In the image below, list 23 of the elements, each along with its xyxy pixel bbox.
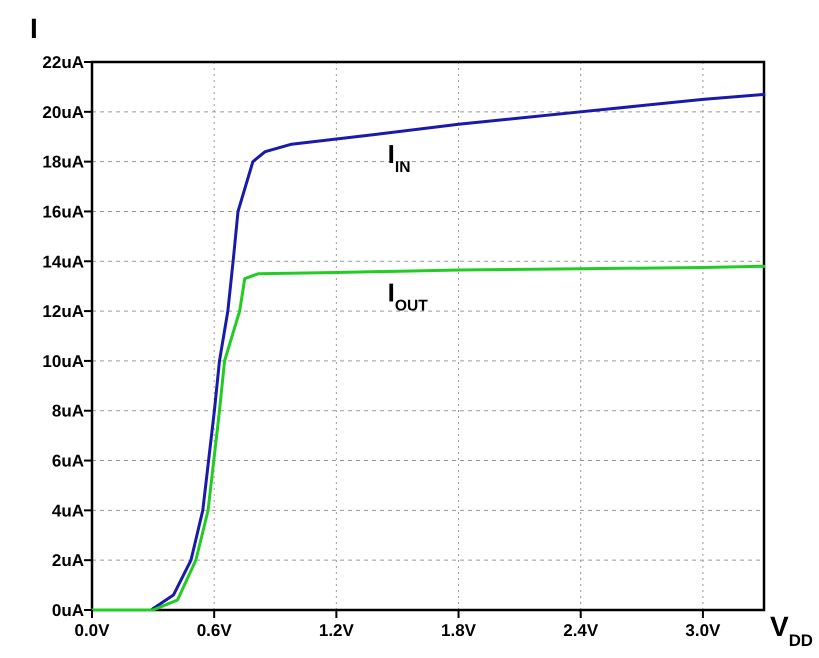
x-tick-label: 3.0V <box>685 621 722 640</box>
y-tick-label: 18uA <box>42 152 84 172</box>
y-tick-label: 10uA <box>42 352 84 371</box>
y-tick-label: 8uA <box>52 402 84 421</box>
y-tick-label: 0uA <box>52 601 84 620</box>
y-tick-label: 6uA <box>52 452 84 471</box>
y-tick-label: 20uA <box>42 102 84 122</box>
line-series <box>90 264 766 612</box>
series-label: I$_{IN}$ <box>388 138 411 176</box>
y-tick-label: 12uA <box>42 302 84 322</box>
y-tick-label: 14uA <box>42 252 84 272</box>
y-axis-title: I <box>30 13 38 44</box>
x-tick-label: 0.0V <box>74 621 110 640</box>
y-tick-label: 2uA <box>52 551 84 570</box>
y-tick-label: 4uA <box>52 501 84 520</box>
x-tick-label: 1.2V <box>318 621 355 640</box>
x-tick-label: 0.6V <box>196 621 232 640</box>
x-tick-label: 2.4V <box>563 621 599 640</box>
y-tick-label: 22uA <box>42 53 84 72</box>
x-tick-label: 1.8V <box>441 621 477 640</box>
series-label: I$_{OUT}$ <box>388 277 428 314</box>
x-axis-title: V$_{DD}$ <box>770 611 813 650</box>
y-tick-label: 16uA <box>42 202 84 222</box>
